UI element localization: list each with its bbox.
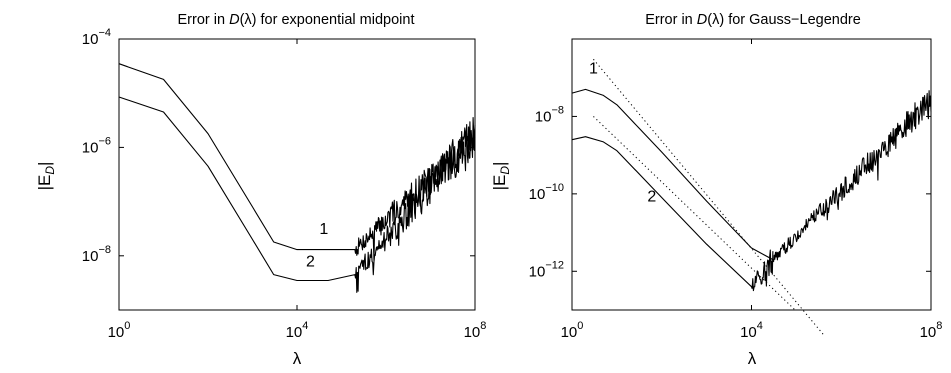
chart-panel-gauss-legendre: Error in D(λ) for Gauss−Legendre λ |ED| … <box>490 12 942 368</box>
series-line-2 <box>571 136 774 292</box>
series-line-1 <box>571 88 932 263</box>
x-axis-label: λ <box>748 349 757 368</box>
x-tick-label: 104 <box>286 320 309 341</box>
series-line-2 <box>118 96 476 293</box>
series-annotation: 1 <box>589 60 598 77</box>
x-axis-label: λ <box>293 349 302 368</box>
x-tick-label: 100 <box>108 320 131 341</box>
chart-panel-exponential-midpoint: Error in D(λ) for exponential midpoint λ… <box>35 12 486 368</box>
reference-line <box>593 116 797 312</box>
plot-area <box>118 38 476 311</box>
reference-line <box>593 58 824 335</box>
series-annotation: 2 <box>306 254 315 271</box>
y-tick-label: 10−8 <box>82 244 111 265</box>
x-tick-label: 108 <box>920 320 943 341</box>
y-tick-label: 10−12 <box>529 259 564 280</box>
y-axis-label: |ED| <box>490 162 512 191</box>
chart-title: Error in D(λ) for Gauss−Legendre <box>645 12 861 28</box>
y-tick-label: 10−8 <box>535 104 564 125</box>
x-tick-label: 108 <box>464 320 487 341</box>
series-annotation: 2 <box>647 188 656 205</box>
y-axis-label: |ED| <box>35 162 57 191</box>
y-tick-label: 10−10 <box>529 182 564 203</box>
y-tick-label: 10−4 <box>82 27 111 48</box>
series-line-1 <box>118 63 476 262</box>
series-annotation: 1 <box>319 221 328 238</box>
plot-area <box>571 38 932 311</box>
x-tick-label: 104 <box>740 320 763 341</box>
y-tick-label: 10−6 <box>82 135 111 156</box>
chart-title: Error in D(λ) for exponential midpoint <box>178 12 415 28</box>
x-tick-label: 100 <box>561 320 584 341</box>
